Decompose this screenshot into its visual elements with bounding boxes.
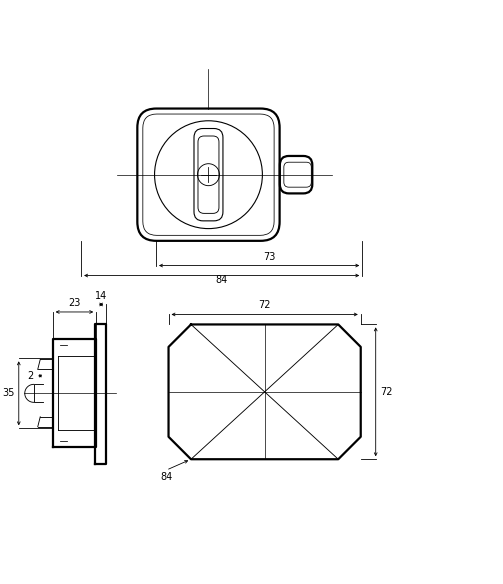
Text: 72: 72 xyxy=(259,301,271,311)
FancyBboxPatch shape xyxy=(137,109,280,241)
FancyBboxPatch shape xyxy=(280,156,312,193)
Text: 35: 35 xyxy=(3,388,15,398)
Text: 84: 84 xyxy=(216,274,228,284)
Text: 2: 2 xyxy=(28,371,34,381)
Text: 72: 72 xyxy=(380,387,392,397)
Text: 23: 23 xyxy=(68,298,80,308)
Text: 73: 73 xyxy=(263,252,275,262)
Text: 84: 84 xyxy=(160,472,172,482)
Text: 14: 14 xyxy=(95,291,107,301)
